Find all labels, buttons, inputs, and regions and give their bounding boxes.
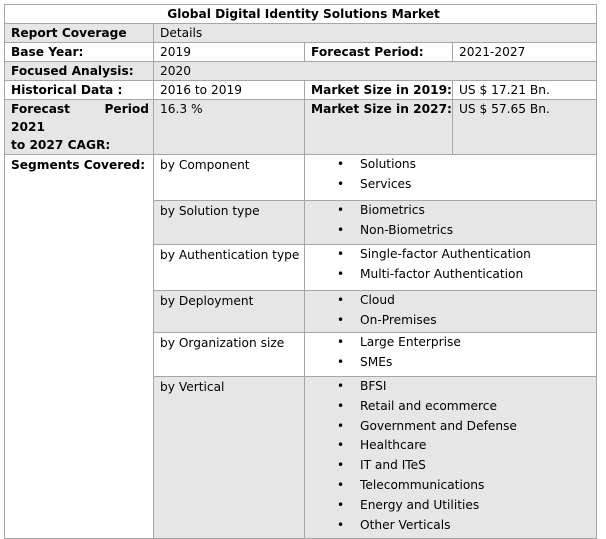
segment-name: by Deployment [153,290,305,333]
report-coverage-value: Details [152,23,598,43]
segment-items-cell: BiometricsNon-Biometrics [303,200,598,245]
coverage-row: Report Coverage Details [4,23,598,43]
segment-items-cell: BFSIRetail and ecommerceGovernment and D… [303,376,598,539]
list-item: Other Verticals [337,516,596,536]
segment-row: Segments Covered:by ComponentSolutionsSe… [4,154,598,539]
segment-name: by Authentication type [153,244,305,291]
list-item: Government and Defense [337,417,596,437]
title-row: Global Digital Identity Solutions Market [3,4,598,24]
segment-row: by DeploymentCloudOn-Premises [5,290,598,333]
list-item: Solutions [337,156,596,175]
base-year-row: Base Year: 2019 Forecast Period: 2021-20… [4,42,598,62]
market-size-2027-label: Market Size in 2027: [304,99,453,155]
forecast-period-value: 2021-2027 [451,42,598,62]
forecast-cagr-label-line1: Forecast Period 2021 [11,102,149,134]
list-item: Multi-factor Authentication [337,265,596,285]
segment-items-list: BiometricsNon-Biometrics [311,202,596,241]
list-item: BFSI [337,378,596,397]
list-item: Energy and Utilities [337,496,596,516]
list-item: Services [337,175,596,195]
list-item: Non-Biometrics [337,221,596,241]
list-item: On-Premises [337,311,596,331]
historical-data-label: Historical Data : [4,80,154,100]
historical-row: Historical Data : 2016 to 2019 Market Si… [4,80,598,100]
segment-items-list: Single-factor AuthenticationMulti-factor… [311,246,596,285]
focused-analysis-label: Focused Analysis: [4,61,154,81]
market-size-2027-value: US $ 57.65 Bn. [451,99,598,155]
segment-items-list: BFSIRetail and ecommerceGovernment and D… [311,378,596,536]
focused-row: Focused Analysis: 2020 [4,61,598,81]
historical-data-value: 2016 to 2019 [153,80,305,100]
segment-items-list: SolutionsServices [311,156,596,195]
report-coverage-label: Report Coverage [4,23,154,43]
forecast-cagr-value: 16.3 % [153,99,305,155]
base-year-label: Base Year: [4,42,154,62]
list-item: SMEs [337,353,596,373]
segment-name: by Component [153,154,305,201]
segment-name: by Solution type [153,200,305,245]
base-year-value: 2019 [153,42,305,62]
market-size-2019-value: US $ 17.21 Bn. [451,80,598,100]
list-item: Cloud [337,292,596,311]
list-item: Healthcare [337,436,596,456]
market-size-2019-label: Market Size in 2019: [304,80,453,100]
segment-row: by Authentication typeSingle-factor Auth… [5,244,598,291]
forecast-period-label: Forecast Period: [304,42,453,62]
list-item: Retail and ecommerce [337,397,596,417]
segment-items-cell: Single-factor AuthenticationMulti-factor… [303,244,598,291]
segment-items-list: Large EnterpriseSMEs [311,334,596,373]
table-title: Global Digital Identity Solutions Market [3,4,598,24]
list-item: IT and ITeS [337,456,596,476]
forecast-cagr-label-line2: to 2027 CAGR: [11,138,111,152]
segment-row: by Solution typeBiometricsNon-Biometrics [5,200,598,245]
list-item: Biometrics [337,202,596,221]
segment-row: by Organization sizeLarge EnterpriseSMEs [5,332,598,377]
market-report-table: Global Digital Identity Solutions Market… [3,4,598,539]
segments-body: Segments Covered:by ComponentSolutionsSe… [4,154,598,539]
segment-items-list: CloudOn-Premises [311,292,596,331]
segment-items-cell: Large EnterpriseSMEs [303,332,598,377]
segment-name: by Organization size [153,332,305,377]
forecast-cagr-label: Forecast Period 2021 to 2027 CAGR: [4,99,154,155]
segment-items-cell: SolutionsServices [303,154,598,201]
segment-items-cell: CloudOn-Premises [303,290,598,333]
forecast-row: Forecast Period 2021 to 2027 CAGR: 16.3 … [4,99,598,155]
segment-name: by Vertical [153,376,305,539]
list-item: Single-factor Authentication [337,246,596,265]
segment-row: by VerticalBFSIRetail and ecommerceGover… [5,376,598,539]
list-item: Large Enterprise [337,334,596,353]
focused-analysis-value: 2020 [152,61,598,81]
list-item: Telecommunications [337,476,596,496]
segments-covered-label: Segments Covered: [4,154,154,539]
